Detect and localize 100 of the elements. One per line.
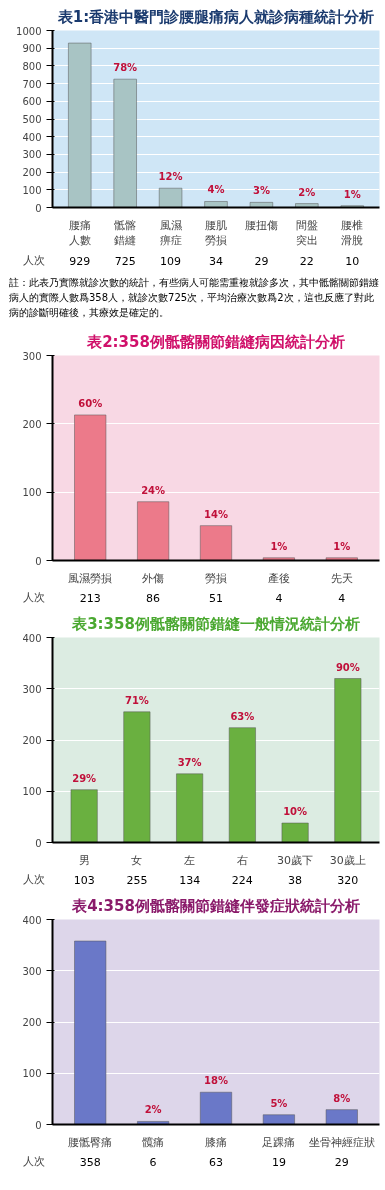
y-tick-label: 100 <box>22 1068 42 1080</box>
annotation: 10% <box>283 806 308 818</box>
x-tick-label: 30歲上 <box>329 853 366 867</box>
x-tick-label: 足踝痛 <box>262 1135 296 1149</box>
text: 人次 <box>22 254 45 267</box>
y-tick-label: 200 <box>22 167 42 179</box>
data-label: 51 <box>209 591 223 605</box>
y-tick-label: 300 <box>22 965 42 977</box>
annotation: 1% <box>343 188 361 200</box>
data-label: 109 <box>160 254 182 268</box>
x-tick-label: 左 <box>184 853 196 867</box>
y-tick-label: 200 <box>22 735 42 746</box>
x-tick-label: 坐骨神經症狀 <box>308 1135 375 1149</box>
data-label: 224 <box>231 873 253 887</box>
x-tick-label: 風濕勞損 <box>68 571 113 585</box>
annotation: 71% <box>124 694 149 706</box>
y-tick-label: 600 <box>22 96 42 108</box>
x-tick-label: 勞損 <box>205 571 227 585</box>
annotation: 12% <box>158 171 183 183</box>
x-tick-label: 外傷 <box>142 571 165 585</box>
data-label: 255 <box>126 873 148 887</box>
x-tick-label: 腰骶臀痛 <box>68 1135 113 1149</box>
y-tick-label: 300 <box>22 350 42 362</box>
data-label: 103 <box>73 873 95 887</box>
y-tick-label: 300 <box>22 683 42 695</box>
annotation: 1% <box>270 540 288 552</box>
data-label: 38 <box>288 873 303 887</box>
y-tick-label: 700 <box>22 78 42 90</box>
annotation: 37% <box>177 756 202 768</box>
annotation: 5% <box>270 1097 288 1109</box>
y-tick-label: 400 <box>22 632 42 644</box>
data-label: 29 <box>334 1155 349 1169</box>
data-label: 6 <box>149 1155 157 1169</box>
x-tick-label: 腰扭傷 <box>244 218 278 232</box>
annotation: 78% <box>113 62 138 74</box>
data-label: 63 <box>209 1155 223 1169</box>
x-tick-label: 先天 <box>330 571 353 585</box>
y-tick-label: 400 <box>22 131 42 143</box>
y-tick-label: 900 <box>22 43 42 55</box>
y-tick-label: 0 <box>35 202 42 214</box>
annotation: 8% <box>333 1092 351 1104</box>
annotation: 3% <box>252 185 270 197</box>
x-tick-label: 髖痛 <box>142 1135 165 1149</box>
annotation: 24% <box>141 484 166 496</box>
annotation: 90% <box>335 661 360 673</box>
x-tick-label: 間盤突出 <box>295 218 318 248</box>
y-tick-label: 500 <box>22 114 42 125</box>
text: 註：此表乃實際就診次數的統計，有些病人可能需重複就診多次，其中骶髂關節錯縫病人的實際人數爲358人，就診次數725次，平均治療次數爲2次，這也反應了對此病的診斷明確後，其療效是確定的。 <box>9 276 380 320</box>
data-label: 22 <box>299 254 314 268</box>
annotation: 29% <box>72 772 97 784</box>
x-tick-label: 30歲下 <box>277 853 314 867</box>
text: 人次 <box>22 873 45 886</box>
data-label: 10 <box>345 254 360 268</box>
annotation: 14% <box>204 508 228 520</box>
annotation: 18% <box>204 1075 228 1087</box>
chart-title: 表2:358例骶髂關節錯縫病因統計分析 <box>86 332 345 351</box>
annotation: 1% <box>333 540 351 552</box>
data-label: 19 <box>271 1155 286 1169</box>
annotation: 2% <box>144 1104 162 1116</box>
data-label: 725 <box>114 254 136 268</box>
data-label: 358 <box>79 1155 101 1169</box>
data-label: 134 <box>179 873 201 887</box>
y-tick-label: 200 <box>22 1017 42 1028</box>
chart-title: 表3:358例骶髂關節錯縫一般情況統計分析 <box>71 614 360 633</box>
y-tick-label: 100 <box>22 487 42 499</box>
annotation: 60% <box>78 397 103 409</box>
x-tick-label: 女 <box>131 853 143 867</box>
y-tick-label: 400 <box>22 914 42 926</box>
y-tick-label: 1000 <box>16 25 42 37</box>
y-tick-label: 100 <box>22 786 42 798</box>
x-tick-label: 腰肌 勞損 <box>205 218 227 248</box>
chart-title: 表4:358例骶髂關節錯縫伴發症狀統計分析 <box>71 896 360 915</box>
y-tick-label: 200 <box>22 418 42 430</box>
chart-title: 表1:香港中醫門診腰腿痛病人就診病種統計分析 <box>56 7 375 26</box>
x-tick-label: 右 <box>236 853 248 867</box>
data-label: 29 <box>254 254 269 268</box>
y-tick-label: 0 <box>35 555 42 567</box>
x-tick-label: 風濕痹症 <box>159 218 182 248</box>
y-tick-label: 0 <box>35 837 42 849</box>
data-label: 34 <box>209 254 223 268</box>
annotation: 63% <box>230 710 255 722</box>
annotation: 2% <box>298 186 316 198</box>
y-tick-label: 300 <box>22 149 42 161</box>
data-label: 4 <box>275 591 283 605</box>
x-tick-label: 腰痛人數 <box>68 218 91 248</box>
x-tick-label: 骶髂錯縫 <box>114 218 137 248</box>
text: 人次 <box>22 1155 45 1168</box>
x-tick-label: 男 <box>78 853 90 867</box>
y-tick-label: 100 <box>22 184 42 196</box>
data-label: 86 <box>146 591 161 605</box>
x-tick-label: 腰椎滑脫 <box>341 218 364 248</box>
x-tick-label: 膝痛 <box>205 1135 227 1149</box>
annotation: 4% <box>207 184 225 196</box>
data-label: 4 <box>338 591 346 605</box>
data-label: 213 <box>79 591 101 605</box>
y-tick-label: 800 <box>22 60 42 72</box>
text: 人次 <box>22 591 45 604</box>
data-label: 929 <box>69 254 91 268</box>
y-tick-label: 0 <box>35 1119 42 1131</box>
x-tick-label: 產後 <box>267 571 290 585</box>
